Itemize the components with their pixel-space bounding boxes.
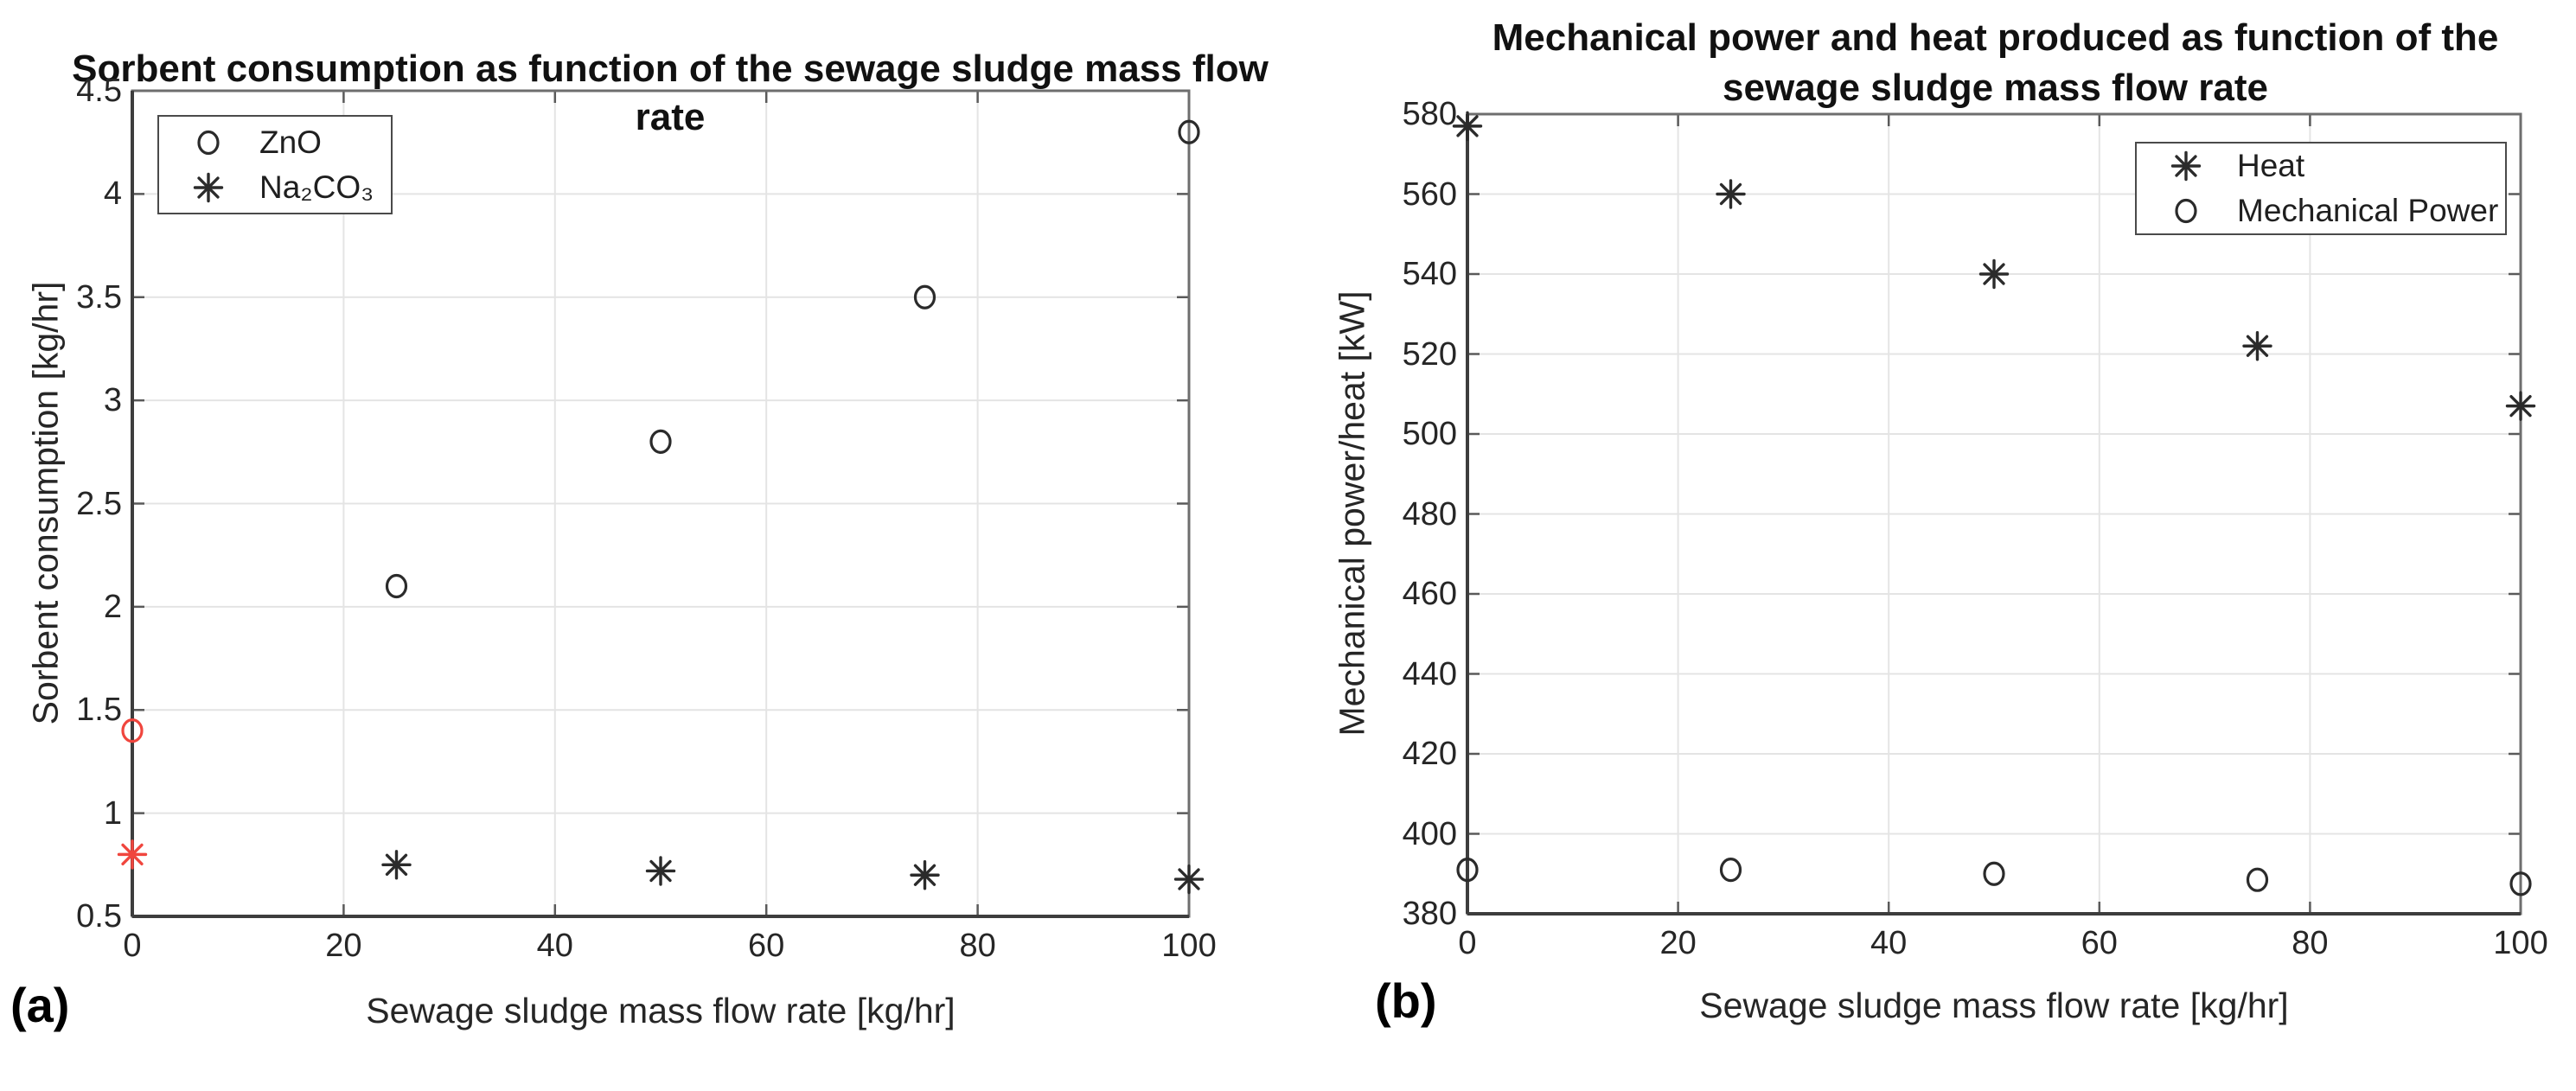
- y-tick-label: 500: [1402, 416, 1457, 452]
- y-tick-label: 440: [1402, 655, 1457, 692]
- x-tick-label: 40: [1870, 925, 1908, 961]
- x-tick-label: 80: [2292, 925, 2329, 961]
- zno-data-point: [121, 718, 144, 743]
- legend-item-heat: Heat: [2137, 144, 2505, 188]
- zno-data-point: [1178, 119, 1200, 144]
- legend-label: Heat: [2237, 148, 2305, 183]
- chart-a-legend: ZnO Na₂CO₃: [157, 115, 393, 214]
- y-tick-label: 1.5: [76, 692, 122, 729]
- legend-item-na-co: Na₂CO₃: [159, 165, 391, 210]
- y-tick-label: 400: [1402, 815, 1457, 852]
- heat-data-point: [1716, 179, 1746, 209]
- heat-data-point: [2242, 331, 2272, 361]
- chart-b-legend: Heat Mechanical Power: [2135, 142, 2507, 235]
- na-co-data-point: [1173, 864, 1205, 895]
- zno-data-point: [385, 573, 408, 599]
- legend-item-mechanical-power: Mechanical Power: [2137, 188, 2505, 233]
- y-tick-label: 380: [1402, 896, 1457, 932]
- panel-b-label: (b): [1375, 973, 1437, 1028]
- y-tick-label: 480: [1402, 495, 1457, 533]
- chart-a-x-axis-label: Sewage sludge mass flow rate [kg/hr]: [366, 991, 956, 1030]
- y-tick-label: 580: [1402, 96, 1457, 132]
- x-tick-label: 60: [2081, 925, 2118, 961]
- circle-marker-icon: [2161, 193, 2211, 229]
- na-co-data-point: [645, 856, 676, 886]
- x-tick-label: 100: [2493, 925, 2548, 961]
- zno-data-point: [913, 284, 936, 309]
- legend-label: Na₂CO₃: [259, 169, 374, 205]
- y-tick-label: 4.5: [76, 73, 122, 109]
- legend-label: Mechanical Power: [2237, 193, 2499, 228]
- chart-b-x-axis-label: Sewage sludge mass flow rate [kg/hr]: [1699, 986, 2289, 1025]
- chart-a-title: Sorbent consumption as function of the s…: [72, 48, 1269, 138]
- zno-data-point: [649, 429, 672, 454]
- y-tick-label: 0.5: [76, 898, 122, 935]
- asterisk-marker-icon: [2161, 148, 2211, 184]
- x-tick-label: 80: [959, 928, 996, 964]
- y-tick-label: 3.5: [76, 278, 122, 316]
- mechanical-power-data-point: [1983, 861, 2005, 886]
- mechanical-power-data-point: [1456, 858, 1479, 883]
- legend-label: ZnO: [259, 124, 322, 160]
- y-tick-label: 560: [1402, 175, 1457, 213]
- mechanical-power-data-point: [2509, 871, 2532, 896]
- y-tick-label: 460: [1402, 576, 1457, 612]
- asterisk-marker-icon: [183, 169, 233, 206]
- x-tick-label: 20: [325, 928, 362, 964]
- chart-a-plot-area: [117, 89, 1205, 918]
- chart-b-title-line-2: sewage sludge mass flow rate: [1723, 67, 2268, 109]
- y-tick-label: 4: [103, 175, 122, 213]
- mechanical-power-data-point: [1719, 858, 1742, 883]
- x-tick-label: 0: [123, 928, 142, 964]
- y-tick-label: 3: [103, 382, 122, 419]
- heat-data-point: [1452, 111, 1483, 142]
- x-tick-label: 40: [536, 928, 573, 964]
- circle-marker-icon: [183, 124, 233, 161]
- na-co-data-point: [381, 850, 412, 880]
- x-tick-label: 0: [1458, 925, 1477, 961]
- y-tick-label: 1: [103, 794, 122, 832]
- x-tick-label: 20: [1659, 925, 1697, 961]
- panel-a-label: (a): [10, 978, 70, 1032]
- mechanical-power-data-point: [2246, 867, 2269, 892]
- y-tick-label: 520: [1402, 335, 1457, 373]
- y-tick-label: 540: [1402, 256, 1457, 292]
- heat-data-point: [2505, 391, 2536, 421]
- y-tick-label: 2.5: [76, 485, 122, 522]
- chart-b-title-line-1: Mechanical power and heat produced as fu…: [1492, 16, 2499, 59]
- y-tick-label: 420: [1402, 736, 1457, 772]
- na-co-data-point: [910, 860, 940, 890]
- y-tick-label: 2: [103, 588, 122, 625]
- legend-item-zno: ZnO: [159, 120, 391, 165]
- x-tick-label: 100: [1161, 928, 1217, 964]
- heat-data-point: [1978, 258, 2010, 290]
- na-co-data-point: [117, 839, 148, 870]
- x-tick-label: 60: [748, 928, 785, 964]
